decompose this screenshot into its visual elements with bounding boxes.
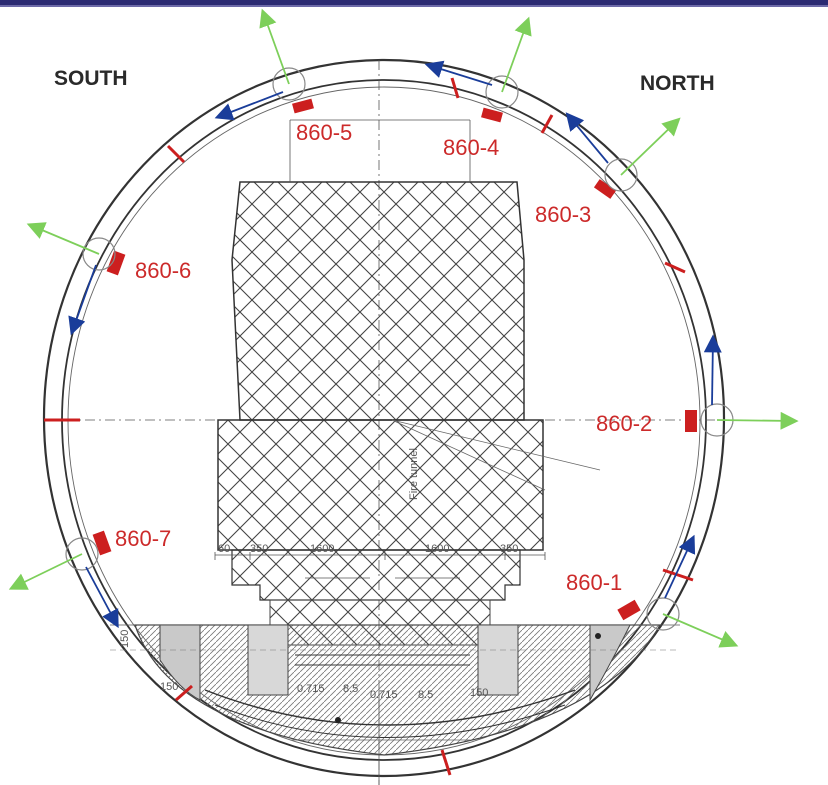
svg-text:8.5: 8.5 <box>418 689 433 701</box>
sensor-label-860-2: 860-2 <box>596 411 652 436</box>
svg-text:8.5: 8.5 <box>343 683 358 695</box>
svg-text:350: 350 <box>500 543 518 555</box>
sensor-blocks <box>92 98 697 621</box>
north-label: NORTH <box>640 72 715 95</box>
green-arrows <box>8 8 799 648</box>
svg-text:150: 150 <box>119 630 131 648</box>
svg-text:0.715: 0.715 <box>297 683 325 695</box>
blue-arrows <box>68 60 722 629</box>
sensor-label-860-3: 860-3 <box>535 202 591 227</box>
svg-text:150: 150 <box>470 687 488 699</box>
sensor-label-860-7: 860-7 <box>115 526 171 551</box>
invert-slab <box>110 624 680 785</box>
dimension-texts: 60 350 1600 1600 350 0.715 8.5 0.715 8.5… <box>119 448 518 701</box>
ring-joint-markers <box>44 77 694 776</box>
svg-text:1600: 1600 <box>425 543 449 555</box>
clearance-gauge <box>217 119 601 646</box>
svg-text:350: 350 <box>250 543 268 555</box>
dimension-lines <box>214 552 546 579</box>
sensor-labels: 860-1 860-2 860-3 860-4 860-5 860-6 860-… <box>115 120 652 595</box>
sensor-label-860-6: 860-6 <box>135 258 191 283</box>
sensor-label-860-1: 860-1 <box>566 570 622 595</box>
svg-text:0.715: 0.715 <box>370 689 398 701</box>
svg-text:Fire tunnel: Fire tunnel <box>408 448 420 500</box>
top-frame-border-shade <box>0 5 828 7</box>
svg-text:150: 150 <box>160 681 178 693</box>
sensor-label-860-5: 860-5 <box>296 120 352 145</box>
sensor-circles <box>65 67 734 631</box>
south-label: SOUTH <box>54 67 128 90</box>
svg-text:60: 60 <box>218 543 230 555</box>
svg-text:1600: 1600 <box>310 543 334 555</box>
sensor-label-860-4: 860-4 <box>443 135 499 160</box>
top-frame-border <box>0 0 828 5</box>
